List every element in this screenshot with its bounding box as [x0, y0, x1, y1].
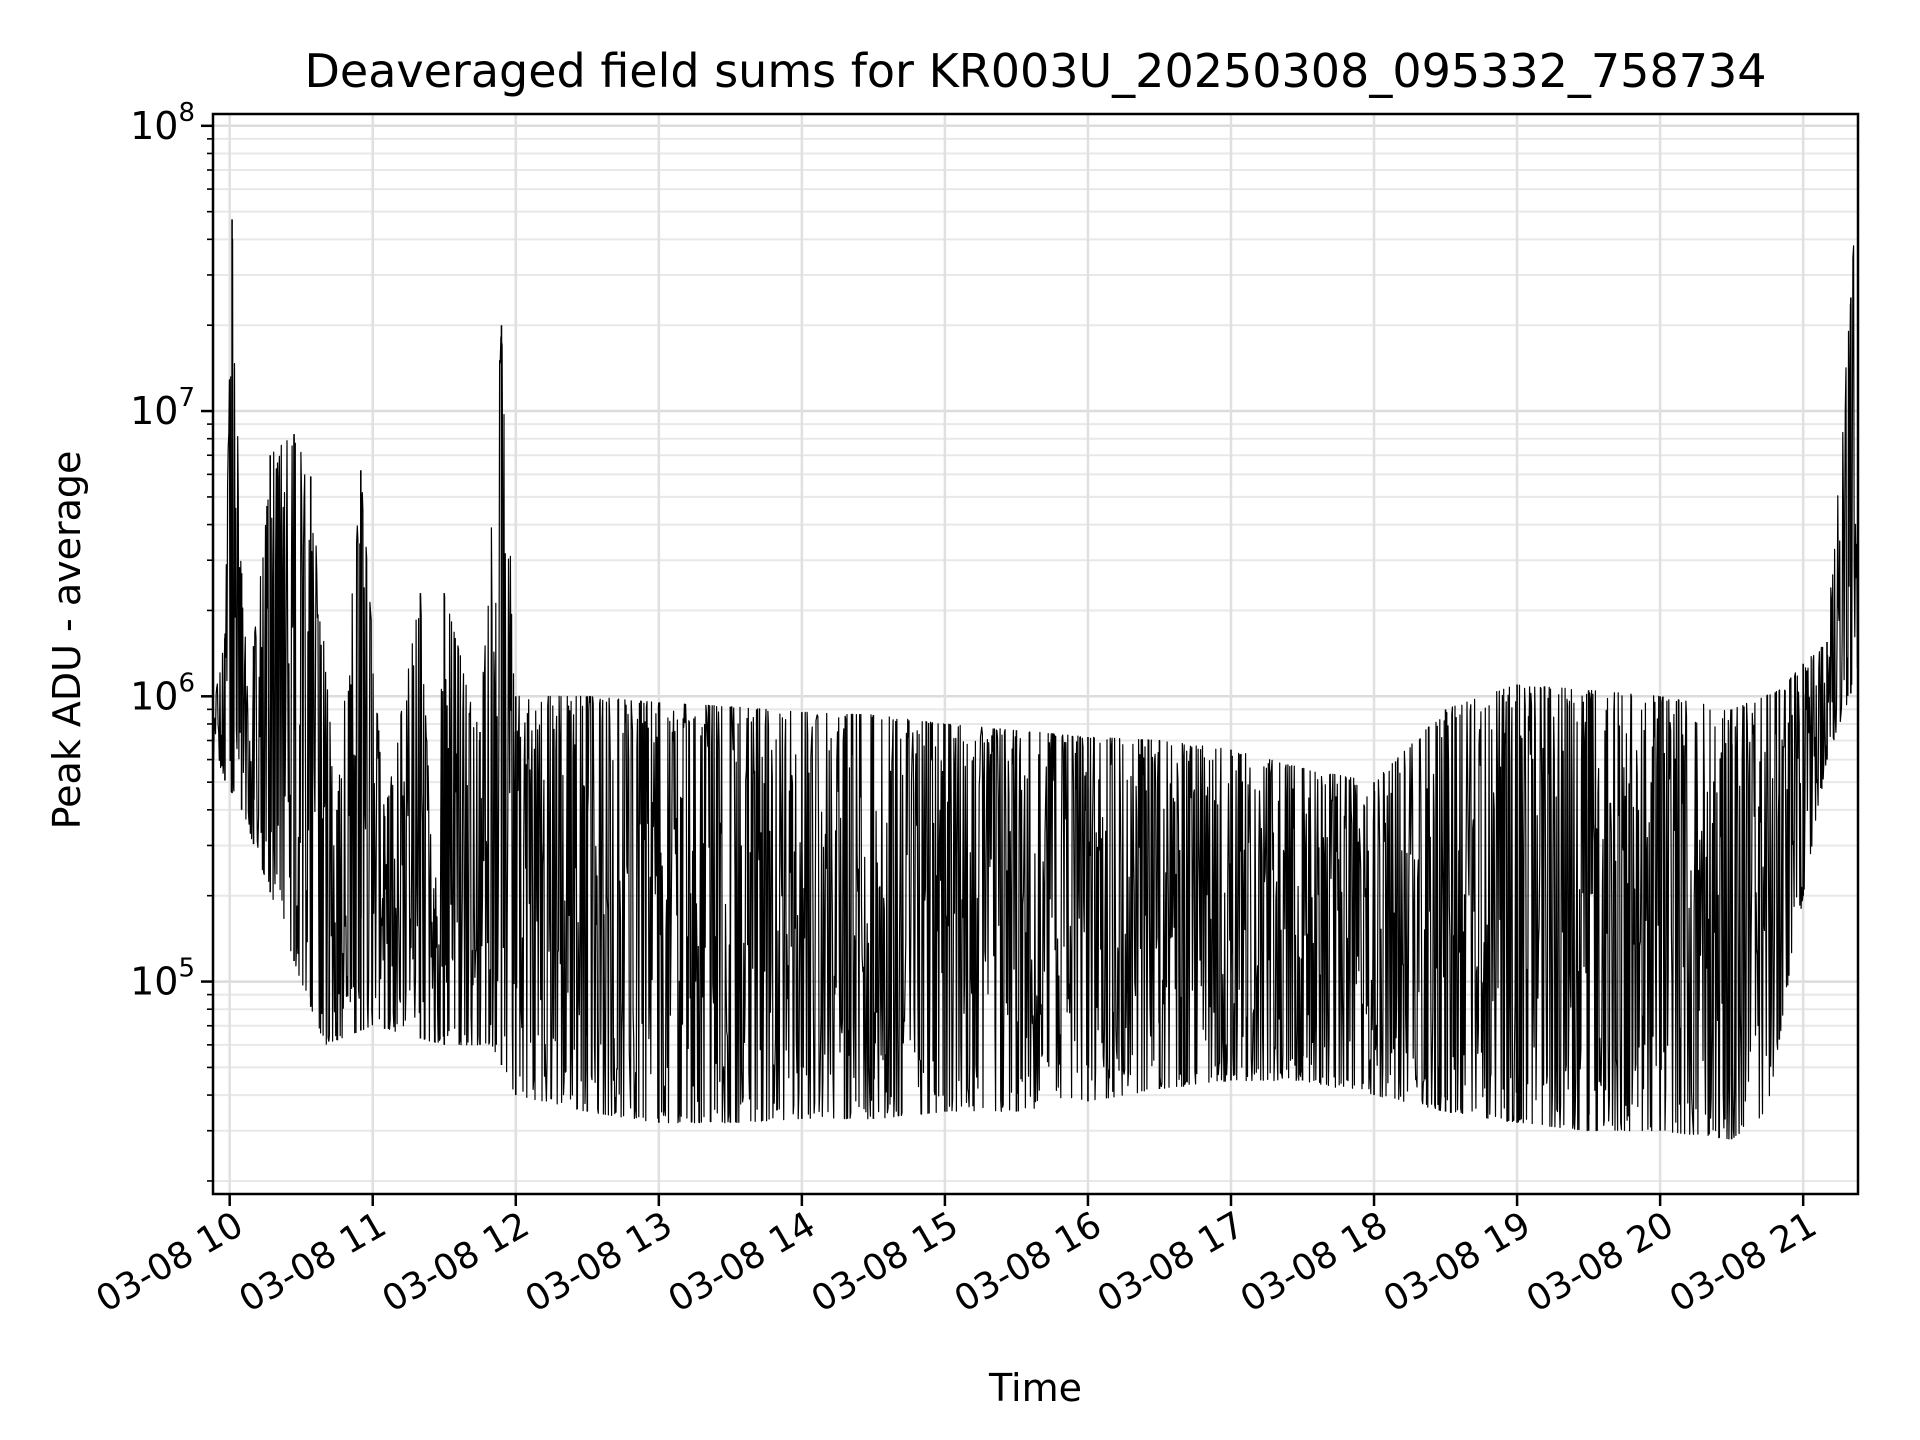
- x-tick-label: 03-08 15: [805, 1204, 966, 1320]
- x-tick-label: 03-08 16: [948, 1204, 1109, 1320]
- x-axis-label: Time: [989, 1366, 1082, 1410]
- x-tick-label: 03-08 21: [1663, 1204, 1824, 1320]
- x-tick-label: 03-08 10: [90, 1204, 251, 1320]
- x-tick-label: 03-08 11: [233, 1204, 394, 1320]
- series-line: [212, 238, 1859, 1140]
- axes-frame: [211, 112, 1860, 1196]
- x-tick-label: 03-08 19: [1377, 1204, 1538, 1320]
- y-tick-label: 107: [130, 383, 195, 433]
- x-tick-label: 03-08 13: [519, 1204, 680, 1320]
- y-tick-label: 106: [130, 668, 195, 718]
- chart-title: Deaveraged field sums for KR003U_2025030…: [304, 44, 1767, 98]
- peak-spikes: [212, 161, 1859, 1140]
- y-tick-label: 105: [130, 954, 195, 1004]
- y-tick-label: 108: [130, 98, 195, 148]
- x-tick-label: 03-08 18: [1234, 1204, 1395, 1320]
- x-tick-label: 03-08 17: [1091, 1204, 1252, 1320]
- x-tick-label: 03-08 20: [1520, 1204, 1681, 1320]
- x-tick-label: 03-08 12: [376, 1204, 537, 1320]
- x-tick-label: 03-08 14: [662, 1204, 823, 1320]
